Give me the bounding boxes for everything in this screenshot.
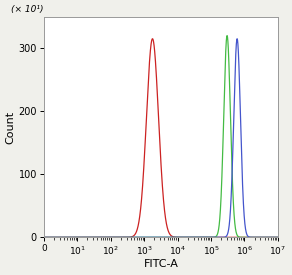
X-axis label: FITC-A: FITC-A [143,259,178,270]
Y-axis label: Count: Count [6,111,15,144]
Text: (× 10¹): (× 10¹) [11,6,44,15]
